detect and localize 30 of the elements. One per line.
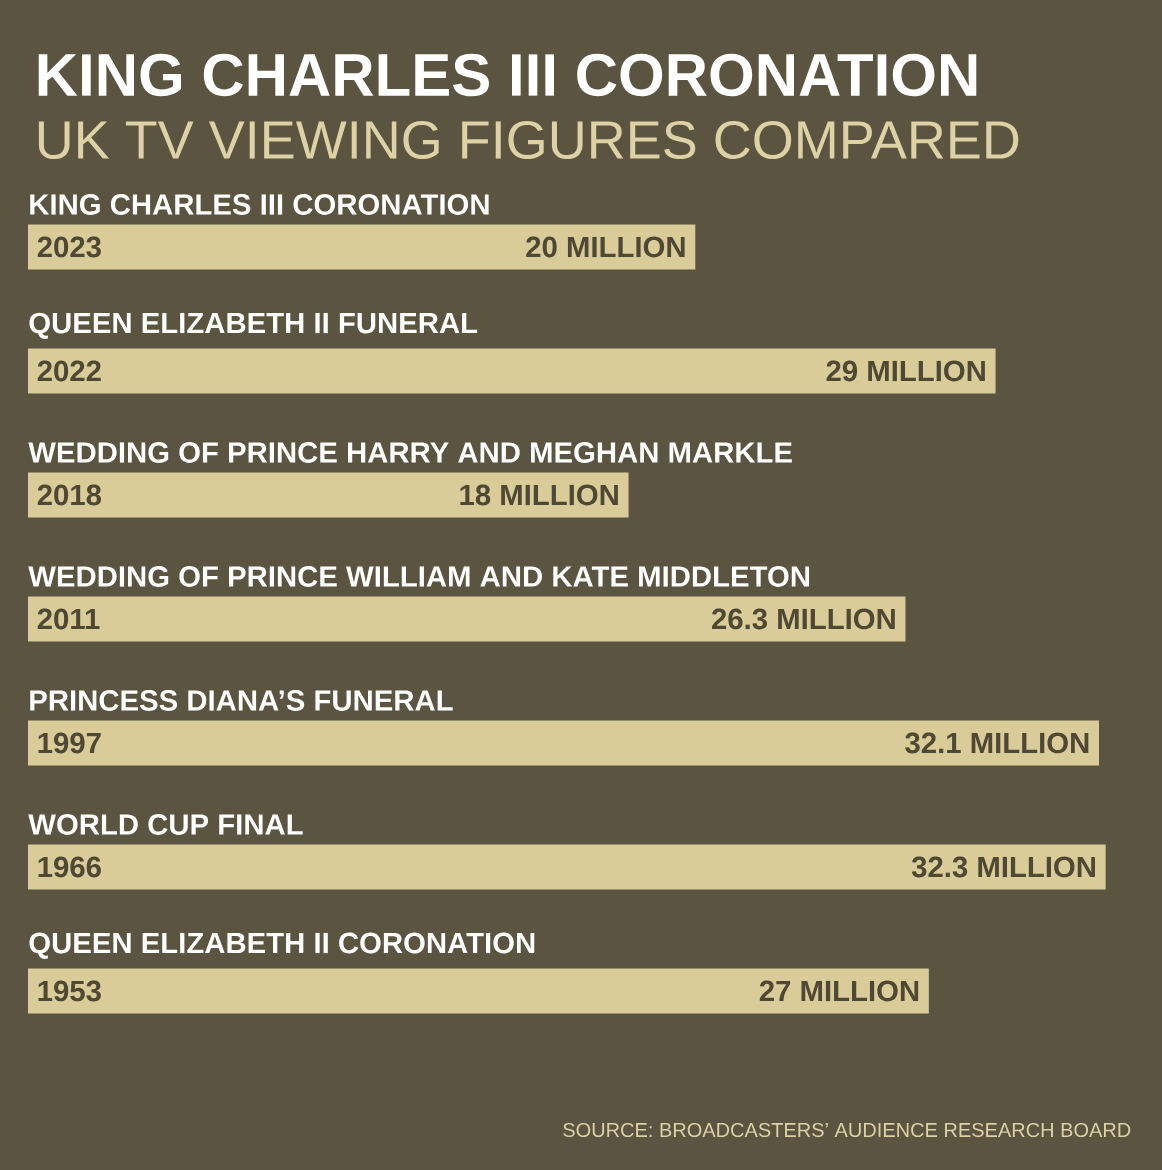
- annotation: 1997: [38, 732, 101, 754]
- bar: [28, 720, 1099, 766]
- bar: [28, 968, 929, 1014]
- annotation: 1953: [38, 980, 101, 1002]
- bar: [28, 224, 696, 270]
- bar: [28, 348, 996, 394]
- data-label: 29 MILLION: [826, 360, 985, 382]
- y-tick-label: WEDDING OF PRINCE WILLIAM AND KATE MIDDLETON: [28, 566, 810, 587]
- annotation: 2022: [37, 360, 101, 382]
- bar: [28, 596, 906, 642]
- y-tick-label: QUEEN ELIZABETH II FUNERAL: [29, 312, 478, 339]
- y-tick-label: PRINCESS DIANA’S FUNERAL: [30, 690, 453, 711]
- data-label: 27 MILLION: [759, 980, 919, 1002]
- chart-subtitle: UK TV VIEWING FIGURES COMPARED: [38, 120, 1019, 160]
- bar: [28, 844, 1106, 890]
- y-tick-label: WORLD CUP FINAL: [28, 814, 303, 835]
- annotation: 1966: [38, 856, 101, 878]
- data-label: 32.3 MILLION: [911, 856, 1095, 878]
- data-label: 26.3 MILLION: [711, 608, 895, 630]
- annotation: 2018: [37, 484, 102, 506]
- data-label: 20 MILLION: [526, 236, 685, 258]
- source-note: SOURCE: BROADCASTERS’ AUDIENCE RESEARCH BOARD: [563, 1122, 1131, 1138]
- annotation: 2011: [37, 608, 100, 630]
- annotation: 2023: [37, 236, 101, 258]
- y-tick-label: QUEEN ELIZABETH II CORONATION: [29, 932, 535, 959]
- bar: [28, 472, 629, 518]
- data-label: 32.1 MILLION: [905, 732, 1089, 754]
- y-tick-label: WEDDING OF PRINCE HARRY AND MEGHAN MARKLE: [28, 442, 792, 463]
- data-label: 18 MILLION: [460, 484, 618, 506]
- y-tick-label: KING CHARLES III CORONATION: [30, 194, 489, 215]
